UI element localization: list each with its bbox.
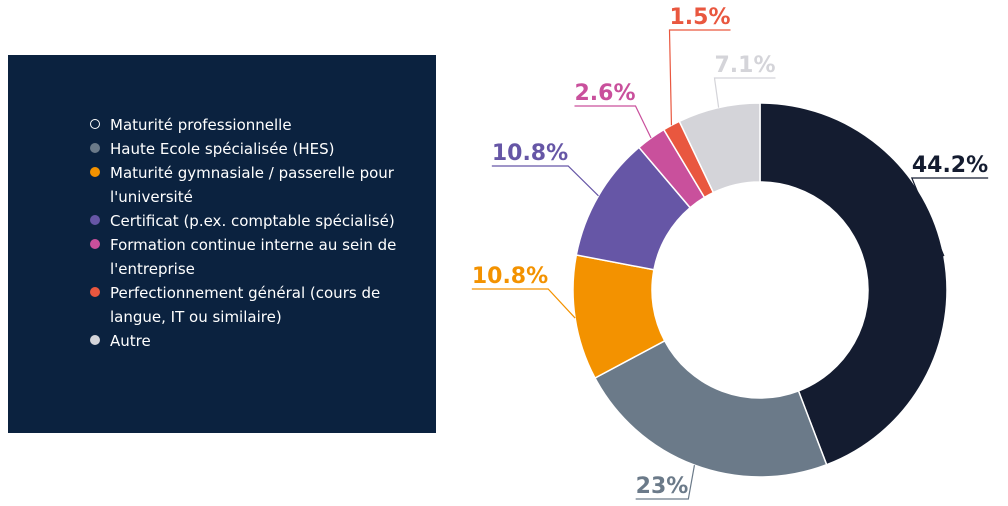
- legend-item: Formation continue interne au sein de l'…: [90, 233, 440, 281]
- value-label: 23%: [636, 474, 689, 499]
- slice: [593, 339, 828, 478]
- legend-label: Maturité gymnasiale / passerelle pour l'…: [110, 164, 394, 206]
- legend-marker: [90, 143, 100, 153]
- legend-marker: [90, 239, 100, 249]
- leader-line: [713, 77, 776, 108]
- leader-line: [910, 177, 989, 257]
- legend-marker: [90, 167, 100, 177]
- legend-item: Maturité professionnelle: [90, 113, 440, 137]
- legend-marker: [90, 287, 100, 297]
- legend-label: Perfectionnement général (cours de langu…: [110, 284, 381, 326]
- legend-item: Certificat (p.ex. comptable spécialisé): [90, 209, 440, 233]
- value-label: 1.5%: [669, 5, 730, 30]
- leader-line: [491, 165, 599, 197]
- value-label: 10.8%: [492, 141, 568, 166]
- legend-item: Autre: [90, 329, 440, 353]
- legend-label: Autre: [110, 332, 151, 350]
- legend-marker: [90, 119, 100, 129]
- slice: [678, 102, 761, 194]
- leader-line: [574, 105, 652, 139]
- legend-label: Formation continue interne au sein de l'…: [110, 236, 397, 278]
- leader-line: [635, 465, 696, 500]
- legend: Maturité professionnelle Haute Ecole spéc…: [8, 55, 436, 433]
- legend-item: Perfectionnement général (cours de langu…: [90, 281, 440, 329]
- legend-label: Maturité professionnelle: [110, 116, 292, 134]
- value-label: 10.8%: [472, 264, 548, 289]
- leader-line: [668, 29, 731, 126]
- value-label: 44.2%: [912, 153, 988, 178]
- legend-label: Certificat (p.ex. comptable spécialisé): [110, 212, 395, 230]
- legend-item: Haute Ecole spécialisée (HES): [90, 137, 440, 161]
- legend-label: Haute Ecole spécialisée (HES): [110, 140, 335, 158]
- value-label: 7.1%: [714, 53, 775, 78]
- legend-item: Maturité gymnasiale / passerelle pour l'…: [90, 161, 440, 209]
- leader-line: [471, 288, 576, 319]
- legend-marker: [90, 215, 100, 225]
- slice: [759, 102, 948, 466]
- value-label: 2.6%: [574, 81, 635, 106]
- legend-marker: [90, 335, 100, 345]
